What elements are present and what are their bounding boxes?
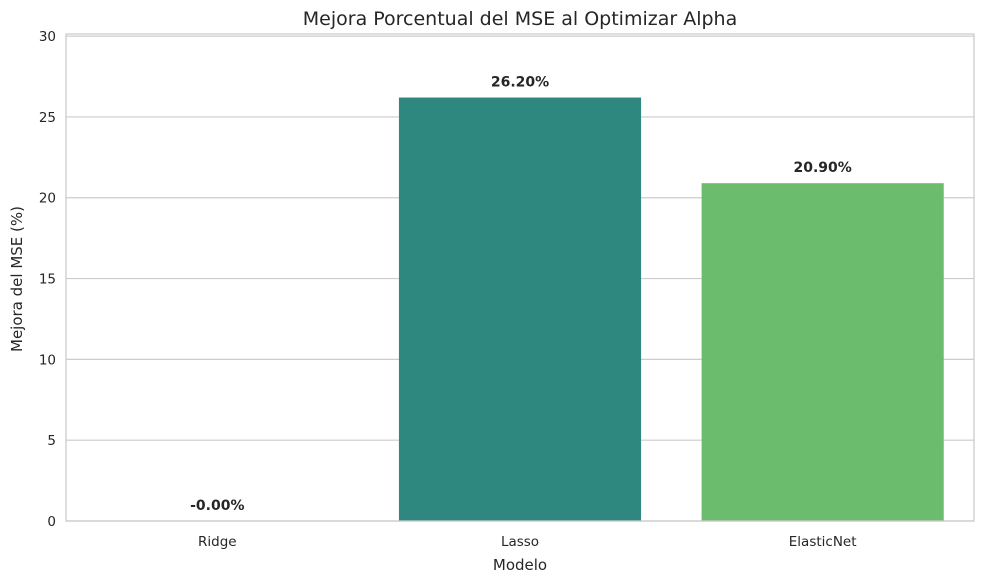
bars: [398, 97, 944, 522]
chart-title: Mejora Porcentual del MSE al Optimizar A…: [303, 8, 737, 30]
data-label: -0.00%: [190, 498, 244, 514]
x-tick-label: Ridge: [198, 534, 237, 550]
y-tick-label: 0: [47, 514, 56, 530]
bar-elasticnet: [701, 183, 944, 521]
data-label: 20.90%: [794, 160, 852, 176]
y-tick-label: 30: [39, 29, 56, 45]
y-tick-label: 10: [39, 352, 56, 368]
y-axis-ticks: 0 5 10 15 20 25 30: [39, 29, 56, 530]
x-axis-ticks: Ridge Lasso ElasticNet: [198, 534, 857, 550]
x-axis-label: Modelo: [493, 556, 547, 574]
x-tick-label: ElasticNet: [789, 534, 857, 550]
x-tick-label: Lasso: [501, 534, 539, 550]
y-tick-label: 15: [39, 272, 56, 288]
y-axis-label: Mejora del MSE (%): [8, 206, 26, 352]
y-tick-label: 20: [39, 191, 56, 207]
bar-lasso: [398, 97, 642, 522]
plot-frame: [65, 33, 975, 522]
y-tick-label: 25: [39, 110, 56, 126]
data-label: 26.20%: [491, 75, 549, 91]
y-tick-label: 5: [47, 433, 56, 449]
data-labels: -0.00% 26.20% 20.90%: [190, 75, 852, 514]
